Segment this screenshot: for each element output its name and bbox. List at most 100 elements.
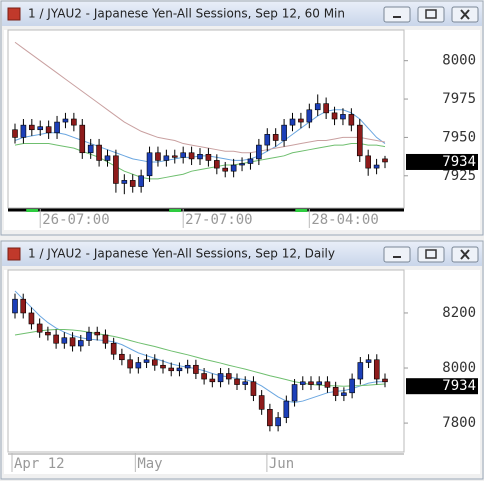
candle-body [234,378,240,385]
candle-body [316,381,323,385]
session-marker [169,209,182,212]
minimize-button[interactable] [383,6,411,23]
candle-body [373,164,380,169]
candle-body [197,153,203,160]
window-icon [7,7,21,21]
candle-body [348,114,355,126]
icon [425,249,437,259]
candle-body [129,180,136,187]
candle-body [382,158,388,163]
candle-body [382,378,388,383]
candle-body [121,180,128,184]
candle-body [143,359,150,363]
window-title: 1 / JYAU2 - Japanese Yen-All Sessions, S… [28,7,345,21]
candle-body [365,359,372,363]
x-tick-label: 27-07:00 [185,212,252,228]
candle-body [151,359,158,366]
moving-average [14,143,386,180]
candle-body [135,362,142,369]
candle-body [217,373,224,383]
candle-body [283,400,290,418]
candle-body [180,152,186,158]
icon [460,9,470,20]
last-price-label: 7934 [442,378,476,394]
last-price-label: 7934 [442,154,476,170]
candle-body [349,378,355,394]
candle-body [20,298,27,314]
candle-body [306,109,313,123]
candle-body [86,331,92,341]
candle-body [45,126,52,134]
candle-body [138,175,144,187]
icon [460,249,470,260]
restore-button[interactable] [417,6,445,23]
candle-body [256,144,262,160]
candle-body [69,337,76,347]
candle-body [225,373,232,380]
y-tick-label: 8000 [442,53,476,69]
restore-button[interactable] [417,246,445,263]
candle-body [12,298,18,314]
y-tick-label: 8200 [442,305,476,321]
candle-body [171,155,178,158]
candle-body [365,155,371,169]
candle-body [168,367,175,372]
candle-body [291,384,298,402]
candle-body [45,331,51,336]
candle-body [119,353,125,361]
candle-body [314,103,321,111]
window-icon [7,247,21,261]
candle-body [193,364,199,374]
candle-body [242,381,249,385]
candle-body [53,334,59,344]
y-tick-label: 7950 [442,129,476,145]
candle-body [12,129,18,138]
candle-body [247,158,254,164]
candle-body [71,118,77,126]
candle-body [155,152,161,161]
candle-body [331,112,338,120]
candle-body [176,367,183,372]
candle-body [184,364,191,369]
candle-body [54,121,60,134]
x-tick-label: Jun [269,456,294,472]
candle-body [272,134,279,141]
candle-body [308,381,314,385]
candle-body [275,417,281,427]
candle-body [79,124,86,154]
plot-area [7,269,405,453]
candle-body [20,124,27,138]
candle-body [37,126,44,131]
candle-body [110,342,117,355]
candle-body [299,381,306,385]
candle-body [340,114,346,120]
candle-body [289,118,296,126]
candle-body [298,118,304,123]
moving-average [14,328,386,387]
last-price-box [406,153,478,170]
y-tick-label: 7975 [442,91,476,107]
candle-body [357,362,364,380]
candle-body [127,359,133,369]
candle-body [258,395,265,410]
candle-body [96,144,102,161]
candle-body [332,386,339,396]
candle-body [230,164,237,172]
y-tick-label: 7800 [442,415,476,431]
candle-body [264,134,271,146]
y-tick-label: 8000 [442,360,476,376]
candle-body [222,167,229,172]
minimize-button[interactable] [383,246,411,263]
candle-body [214,160,220,169]
candle-body [163,155,170,161]
candle-body [323,103,329,114]
x-tick-label: 28-04:00 [311,212,378,228]
candle-body [188,152,195,160]
candle-body [281,124,287,141]
candle-body [356,124,363,157]
session-marker [295,209,308,212]
moving-average [14,290,385,403]
moving-average [14,41,386,154]
candle-body [250,381,257,396]
